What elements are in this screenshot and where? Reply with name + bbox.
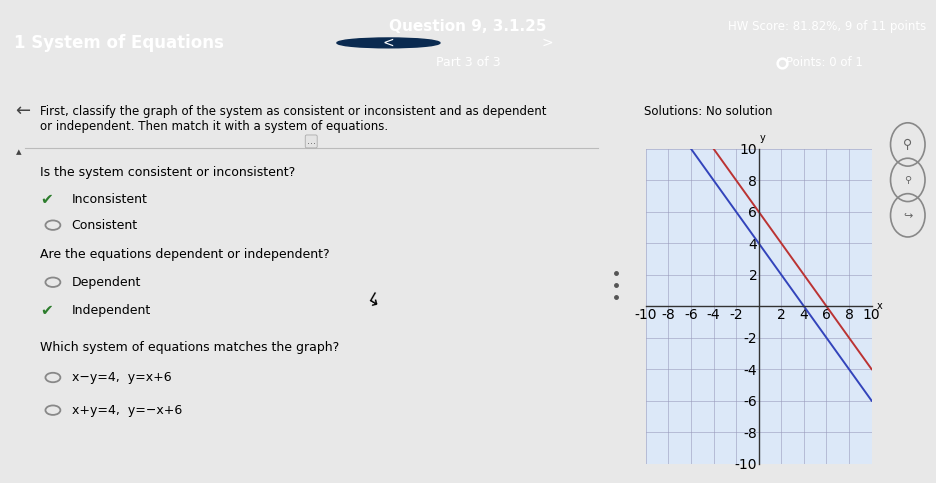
Text: HW Score: 81.82%, 9 of 11 points: HW Score: 81.82%, 9 of 11 points [728, 20, 927, 33]
Text: 1 System of Equations: 1 System of Equations [14, 34, 224, 52]
Text: x: x [877, 301, 883, 311]
Text: ⚲: ⚲ [904, 175, 912, 185]
Text: Independent: Independent [71, 304, 151, 317]
Text: Solutions: No solution: Solutions: No solution [644, 104, 773, 117]
Text: Part 3 of 3: Part 3 of 3 [435, 56, 501, 69]
Text: x−y=4,  y=x+6: x−y=4, y=x+6 [71, 371, 171, 384]
Text: First, classify the graph of the system as consistent or inconsistent and as dep: First, classify the graph of the system … [40, 104, 547, 117]
Text: ✔: ✔ [40, 192, 53, 207]
Text: Dependent: Dependent [71, 276, 141, 289]
Text: ←: ← [16, 102, 31, 120]
Text: Inconsistent: Inconsistent [71, 193, 148, 206]
Text: or independent. Then match it with a system of equations.: or independent. Then match it with a sys… [40, 120, 388, 133]
Text: <: < [383, 36, 394, 50]
Text: ⚲: ⚲ [903, 138, 913, 151]
Text: y: y [759, 133, 765, 143]
Text: x+y=4,  y=−x+6: x+y=4, y=−x+6 [71, 404, 182, 417]
Text: >: > [542, 36, 553, 50]
Text: Is the system consistent or inconsistent?: Is the system consistent or inconsistent… [40, 166, 296, 179]
Text: ↪: ↪ [903, 210, 913, 220]
Text: ...: ... [307, 136, 315, 146]
Text: Consistent: Consistent [71, 219, 138, 232]
Text: ✔: ✔ [40, 303, 53, 318]
Text: Are the equations dependent or independent?: Are the equations dependent or independe… [40, 248, 330, 261]
Text: Points: 0 of 1: Points: 0 of 1 [786, 56, 863, 69]
Circle shape [337, 38, 440, 48]
Text: Question 9, 3.1.25: Question 9, 3.1.25 [389, 19, 547, 34]
Text: ↳: ↳ [361, 290, 383, 313]
Text: Which system of equations matches the graph?: Which system of equations matches the gr… [40, 341, 340, 354]
Text: ▴: ▴ [16, 147, 22, 157]
